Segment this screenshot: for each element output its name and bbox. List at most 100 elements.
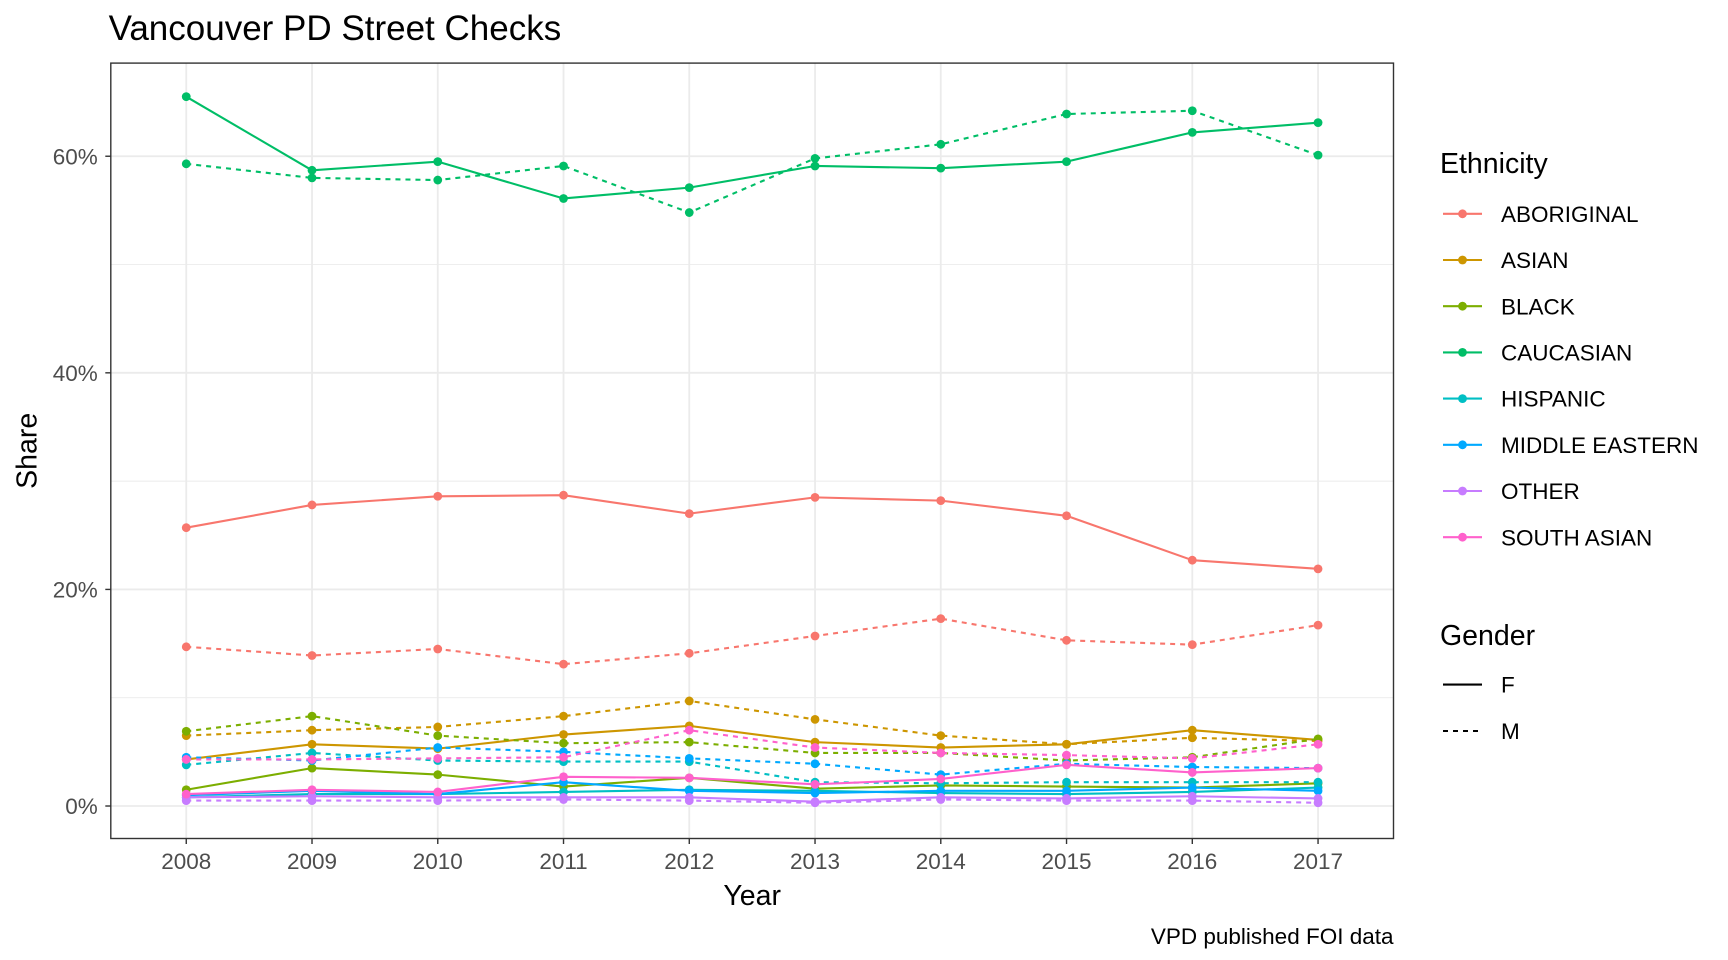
point-asian-m-2010 [433, 722, 443, 732]
legend-label-asian: ASIAN [1501, 248, 1569, 273]
panel-border [110, 62, 1395, 840]
point-middle-eastern-m-2012 [684, 753, 694, 763]
point-south-asian-m-2008 [181, 755, 191, 764]
line-other-m [186, 798, 1319, 804]
line-aboriginal-f [186, 494, 1319, 570]
point-caucasian-f-2009 [307, 165, 317, 175]
point-caucasian-m-2015 [1062, 109, 1071, 119]
plot-panel [110, 62, 1395, 840]
x-tick-label: 2012 [664, 849, 714, 874]
legend-key-black [1443, 301, 1482, 311]
legend-key-asian [1443, 255, 1482, 265]
point-south-asian-m-2011 [559, 752, 568, 762]
point-other-m-2011 [559, 795, 568, 804]
point-middle-eastern-f-2016 [1187, 783, 1197, 792]
point-caucasian-f-2011 [559, 194, 568, 203]
point-caucasian-f-2012 [684, 183, 694, 193]
point-asian-m-2015 [1062, 739, 1071, 749]
point-asian-m-2012 [684, 696, 694, 706]
line-asian-f [186, 724, 1319, 761]
point-caucasian-m-2008 [181, 159, 191, 169]
point-aboriginal-m-2012 [684, 648, 694, 658]
y-tick-label: 40% [53, 361, 98, 386]
point-south-asian-f-2013 [810, 779, 820, 789]
line-black-f [186, 767, 1319, 791]
point-aboriginal-f-2015 [1062, 511, 1071, 521]
point-aboriginal-m-2010 [433, 644, 443, 654]
point-caucasian-m-2013 [810, 154, 820, 163]
legend-label-other: OTHER [1501, 479, 1580, 504]
point-black-m-2010 [433, 731, 443, 741]
point-south-asian-f-2009 [307, 785, 317, 795]
legend-key-other [1443, 486, 1482, 496]
line-middle-eastern-f [186, 781, 1319, 797]
point-asian-m-2009 [307, 725, 317, 735]
x-tick-label: 2011 [539, 849, 587, 874]
point-other-m-2017 [1313, 798, 1323, 808]
legend-label-m: M [1501, 719, 1520, 744]
point-caucasian-m-2014 [936, 139, 946, 149]
point-other-m-2010 [433, 796, 443, 805]
series-points [181, 92, 1323, 808]
point-south-asian-f-2017 [1313, 763, 1323, 773]
legend-title-ethnicity: Ethnicity [1440, 148, 1548, 180]
point-caucasian-f-2017 [1313, 118, 1323, 128]
legend-key-point [1458, 255, 1467, 265]
point-aboriginal-f-2011 [559, 490, 568, 500]
x-axis-title: Year [723, 880, 781, 912]
legend-key-hispanic [1443, 394, 1482, 403]
point-asian-m-2013 [810, 714, 820, 724]
y-tick-label: 0% [65, 794, 98, 819]
point-south-asian-f-2015 [1062, 760, 1071, 770]
line-black-m [186, 715, 1319, 762]
point-aboriginal-f-2008 [181, 523, 191, 533]
point-south-asian-m-2016 [1187, 753, 1197, 763]
legend-key-middle-eastern [1443, 440, 1482, 450]
point-south-asian-f-2010 [433, 787, 443, 797]
legend-key-point [1458, 209, 1467, 219]
point-caucasian-m-2010 [433, 175, 443, 185]
legend: Ethnicity ABORIGINAL ASIAN BLACK CAUCASIAN H… [1440, 148, 1699, 744]
point-south-asian-m-2009 [307, 755, 317, 764]
point-black-m-2012 [684, 737, 694, 747]
x-tick-label: 2017 [1293, 849, 1343, 874]
point-south-asian-m-2012 [684, 725, 694, 735]
line-caucasian-f [185, 95, 1319, 200]
legend-title-gender: Gender [1440, 620, 1536, 652]
point-caucasian-m-2011 [559, 161, 568, 171]
line-hispanic-f [186, 786, 1319, 799]
point-black-m-2011 [559, 738, 568, 748]
point-middle-eastern-m-2010 [433, 743, 443, 752]
point-black-f-2009 [307, 763, 317, 773]
line-other-f [186, 795, 1319, 803]
point-black-f-2010 [433, 770, 443, 780]
point-caucasian-f-2013 [810, 161, 820, 171]
point-other-m-2013 [810, 798, 820, 808]
point-south-asian-m-2010 [433, 753, 443, 763]
point-aboriginal-f-2013 [810, 492, 820, 502]
legend-label-f: F [1501, 673, 1515, 698]
point-aboriginal-m-2016 [1187, 640, 1197, 650]
point-aboriginal-m-2008 [181, 642, 191, 652]
point-aboriginal-m-2011 [559, 659, 568, 669]
point-south-asian-f-2016 [1187, 768, 1197, 777]
point-other-m-2016 [1187, 796, 1197, 805]
point-middle-eastern-f-2013 [810, 788, 820, 798]
panel-background [110, 63, 1394, 839]
axes: 0% 20% 40% 60% 2008 2009 2010 2011 2012 2013 2014 2… [53, 144, 1343, 874]
point-middle-eastern-f-2017 [1313, 786, 1323, 796]
point-middle-eastern-f-2015 [1062, 786, 1071, 796]
point-asian-f-2011 [559, 730, 568, 739]
legend-label-black: BLACK [1501, 294, 1575, 319]
legend-key-aboriginal [1443, 209, 1482, 219]
y-axis-title: Share [12, 413, 44, 489]
point-aboriginal-m-2015 [1062, 635, 1071, 645]
legend-key-caucasian [1443, 348, 1482, 357]
point-middle-eastern-f-2012 [684, 786, 694, 796]
point-asian-f-2016 [1187, 725, 1197, 735]
point-aboriginal-f-2014 [936, 496, 946, 506]
legend-ethnicity-entries: ABORIGINAL ASIAN BLACK CAUCASIAN HISPANIC MID… [1443, 202, 1699, 550]
point-asian-m-2011 [559, 711, 568, 721]
legend-label-middle-eastern: MIDDLE EASTERN [1501, 433, 1699, 458]
point-asian-m-2014 [936, 731, 946, 741]
